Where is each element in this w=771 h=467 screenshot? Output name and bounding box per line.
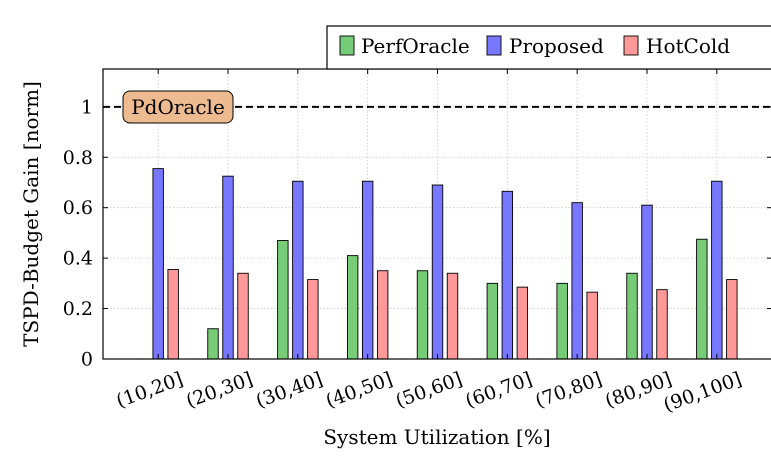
bar-proposed-1 [152,168,164,360]
legend: PerfOracle Proposed HotCold [326,25,771,70]
bar-proposed-2 [222,175,234,360]
bar-hotcold-7 [586,291,598,360]
bar-hotcold-4 [376,270,389,360]
x-tick-label: (90,100] [661,368,745,416]
y-tick-label: 0.4 [63,248,93,270]
y-tick-label: 0.6 [63,197,93,219]
y-tick-label: 0 [81,349,93,371]
bar-proposed-9 [711,180,723,360]
x-tick-label: (50,60] [393,368,466,412]
y-axis-ticks: 0 0.2 0.4 0.6 0.8 1 [63,96,771,371]
bar-proposed-4 [361,180,374,360]
bar-hotcold-1 [167,269,179,360]
bar-proposed-7 [571,202,583,360]
bar-hotcold-8 [656,289,668,360]
bar-perforacle-5 [416,270,429,360]
y-tick-label: 0.2 [63,298,93,320]
bar-perforacle-6 [486,282,499,360]
bar-proposed-8 [641,204,653,360]
bar-hotcold-2 [237,272,249,360]
x-tick-label: (70,80] [532,368,605,412]
y-axis-title: TSPD-Budget Gain [norm] [19,81,43,347]
pdoracle-annotation-box [122,90,234,124]
reference-line-group: PdOracle [103,90,771,124]
bar-hotcold-9 [726,279,738,360]
bar-hotcold-6 [516,286,529,360]
bar-hotcold-3 [307,279,319,360]
legend-swatch-perforacle [339,35,355,56]
bar-hotcold-5 [446,272,459,360]
legend-label-perforacle: PerfOracle [361,34,470,58]
legend-label-proposed: Proposed [509,34,604,58]
legend-label-hotcold: HotCold [646,34,730,58]
bar-perforacle-4 [346,255,359,360]
bar-perforacle-2 [207,328,219,360]
bar-perforacle-3 [277,240,289,360]
x-tick-label: (10,20] [113,368,186,412]
x-tick-label: (40,50] [323,368,396,412]
bar-perforacle-8 [626,272,638,360]
x-tick-label: (60,70] [462,368,535,412]
bar-proposed-3 [292,180,304,360]
pdoracle-annotation-label: PdOracle [131,95,225,119]
bar-perforacle-9 [696,238,708,360]
bar-proposed-5 [431,184,444,360]
x-tick-label: (20,30] [183,368,256,412]
bar-perforacle-7 [556,282,568,360]
legend-swatch-proposed [486,35,502,56]
y-tick-label: 1 [81,96,93,118]
y-tick-label: 0.8 [63,147,93,169]
bar-proposed-6 [501,190,514,360]
x-tick-label: (30,40] [253,368,326,412]
legend-box [326,25,771,70]
legend-swatch-hotcold [623,35,639,56]
x-axis-title: System Utilization [%] [323,425,550,449]
